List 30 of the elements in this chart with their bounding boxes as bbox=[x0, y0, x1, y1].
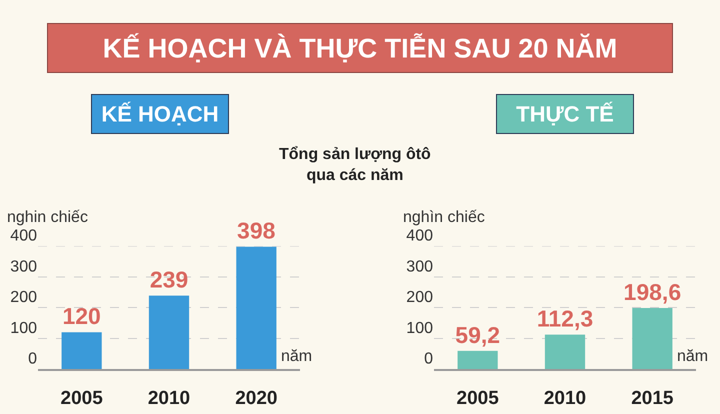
y-axis-title: nghin chiếc bbox=[7, 209, 88, 226]
y-axis-title: nghìn chiếc bbox=[403, 209, 485, 226]
y-tick-label: 200 bbox=[10, 289, 38, 306]
x-tick-label: 2015 bbox=[631, 388, 674, 409]
y-tick-label: 300 bbox=[406, 258, 434, 276]
chart-title: THỰC TẾ bbox=[516, 102, 614, 126]
x-tick-label: 2005 bbox=[456, 388, 500, 409]
data-label: 120 bbox=[62, 303, 101, 330]
y-tick-label: 100 bbox=[406, 320, 434, 337]
y-tick-label: 400 bbox=[406, 227, 434, 244]
data-label: 398 bbox=[237, 218, 276, 244]
x-tick-label: 2010 bbox=[148, 388, 190, 409]
y-tick-label: 100 bbox=[10, 320, 38, 337]
data-label: 198,6 bbox=[624, 279, 682, 306]
y-tick-label: 200 bbox=[406, 289, 434, 306]
x-axis-title: năm bbox=[281, 348, 312, 365]
text: Tổng sản lượng ôtô qua các năm bbox=[279, 146, 432, 184]
data-label: 59,2 bbox=[455, 322, 500, 348]
y-tick-label: 400 bbox=[10, 227, 38, 244]
data-label: 112,3 bbox=[536, 306, 594, 332]
y-tick-label: 300 bbox=[10, 258, 38, 276]
x-tick-label: 2020 bbox=[235, 388, 278, 409]
chart-title: KẾ HOẠCH bbox=[101, 102, 219, 126]
data-label: 239 bbox=[150, 266, 188, 293]
x-tick-label: 2010 bbox=[544, 388, 586, 409]
text: KẾ HOẠCH VÀ THỰC TIỄN SAU 20 NĂM bbox=[102, 32, 618, 64]
x-tick-label: 2005 bbox=[60, 388, 104, 409]
y-tick-label: 0 bbox=[28, 350, 38, 368]
x-axis-title: năm bbox=[677, 348, 708, 365]
y-tick-label: 0 bbox=[424, 350, 434, 368]
